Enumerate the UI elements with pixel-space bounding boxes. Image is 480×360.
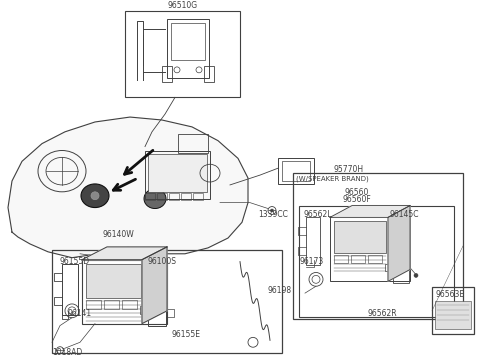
Bar bbox=[86, 264, 141, 298]
Text: 96140W: 96140W bbox=[102, 230, 134, 239]
Text: 96562R: 96562R bbox=[368, 309, 397, 318]
Bar bbox=[282, 161, 310, 181]
Text: 96560F: 96560F bbox=[343, 195, 372, 204]
Bar bbox=[145, 193, 155, 200]
Text: 96141: 96141 bbox=[68, 309, 92, 318]
Bar bbox=[435, 301, 471, 329]
Bar bbox=[368, 255, 382, 263]
Bar bbox=[148, 296, 166, 325]
Bar bbox=[86, 300, 101, 309]
Text: 96510G: 96510G bbox=[168, 1, 198, 10]
Bar bbox=[162, 66, 172, 82]
Bar bbox=[393, 254, 409, 283]
Text: 1339CC: 1339CC bbox=[258, 211, 288, 220]
Text: 1018AD: 1018AD bbox=[52, 348, 82, 357]
Bar bbox=[193, 193, 203, 200]
Text: 96100S: 96100S bbox=[148, 257, 177, 266]
Bar bbox=[104, 300, 119, 309]
Text: 96198: 96198 bbox=[268, 286, 292, 295]
Bar bbox=[334, 255, 348, 263]
Text: 96560: 96560 bbox=[345, 188, 369, 197]
Bar bbox=[125, 11, 240, 98]
Text: 95770H: 95770H bbox=[333, 165, 363, 174]
Circle shape bbox=[271, 209, 274, 212]
Polygon shape bbox=[142, 247, 167, 324]
Text: 96155E: 96155E bbox=[172, 330, 201, 339]
Text: 96562L: 96562L bbox=[303, 210, 332, 219]
Bar bbox=[351, 255, 365, 263]
Text: (W/SPEAKER BRAND): (W/SPEAKER BRAND) bbox=[296, 175, 369, 181]
Bar bbox=[334, 221, 386, 253]
Circle shape bbox=[414, 274, 418, 278]
Bar bbox=[278, 158, 314, 184]
Ellipse shape bbox=[144, 189, 166, 208]
Polygon shape bbox=[330, 206, 410, 217]
Bar bbox=[178, 134, 208, 153]
Bar bbox=[145, 152, 210, 199]
Bar bbox=[62, 264, 78, 315]
Bar bbox=[171, 23, 205, 60]
Bar bbox=[181, 193, 191, 200]
Polygon shape bbox=[82, 247, 167, 260]
Text: 96173: 96173 bbox=[300, 257, 324, 266]
Bar bbox=[330, 217, 410, 281]
Bar bbox=[299, 206, 454, 317]
Bar bbox=[169, 193, 179, 200]
Bar bbox=[157, 193, 167, 200]
Bar bbox=[122, 300, 137, 309]
Bar bbox=[82, 260, 167, 324]
Bar bbox=[204, 66, 214, 82]
Text: 96145C: 96145C bbox=[390, 210, 420, 219]
Polygon shape bbox=[388, 206, 410, 281]
Ellipse shape bbox=[91, 192, 99, 200]
Text: 96155D: 96155D bbox=[59, 257, 89, 266]
Ellipse shape bbox=[81, 184, 109, 208]
Text: 96563E: 96563E bbox=[435, 290, 464, 299]
Bar bbox=[293, 173, 463, 319]
Bar bbox=[432, 287, 474, 334]
Bar bbox=[52, 250, 282, 353]
Bar bbox=[306, 217, 320, 265]
Polygon shape bbox=[8, 117, 248, 258]
Bar bbox=[148, 154, 207, 192]
Bar bbox=[167, 19, 209, 78]
